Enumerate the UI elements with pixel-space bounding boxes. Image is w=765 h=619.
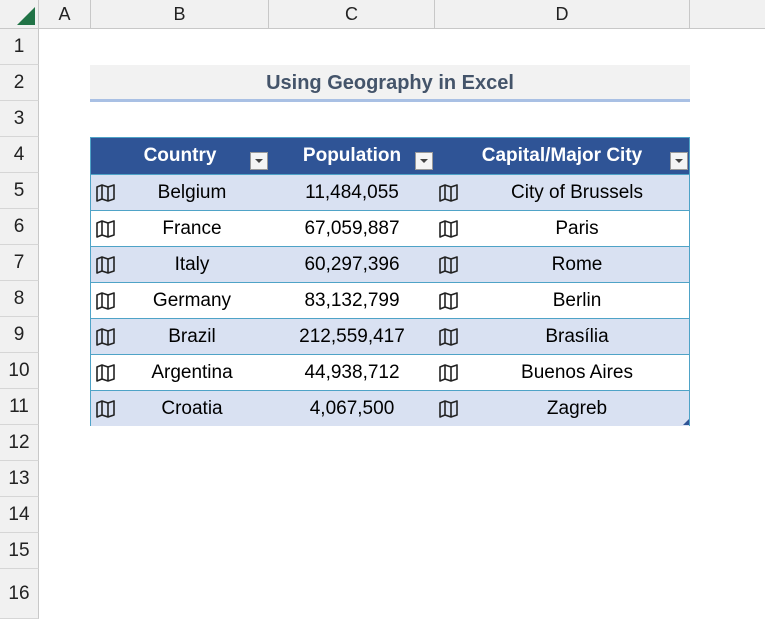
table-row: Italy 60,297,396 Rome [91, 246, 689, 282]
map-icon[interactable] [95, 256, 117, 274]
map-icon[interactable] [95, 364, 117, 382]
cell-population[interactable]: 44,938,712 [304, 361, 400, 383]
cell-country[interactable]: Germany [152, 289, 232, 311]
map-icon[interactable] [95, 184, 117, 202]
map-icon[interactable] [438, 364, 460, 382]
map-icon[interactable] [438, 328, 460, 346]
row-header-1[interactable]: 1 [0, 29, 39, 65]
map-icon[interactable] [438, 184, 460, 202]
map-icon[interactable] [95, 400, 117, 418]
cell-population[interactable]: 212,559,417 [299, 325, 405, 347]
title-underline [90, 99, 690, 102]
map-icon[interactable] [438, 256, 460, 274]
cell-capital[interactable]: Rome [551, 253, 603, 275]
table-row: Brazil 212,559,417 Brasília [91, 318, 689, 354]
sheet-title[interactable]: Using Geography in Excel [90, 65, 690, 101]
cell-population[interactable]: 60,297,396 [304, 253, 400, 275]
row-header-8[interactable]: 8 [0, 281, 39, 317]
row-header-9[interactable]: 9 [0, 317, 39, 353]
cell-country[interactable]: Croatia [161, 397, 223, 419]
cell-country[interactable]: France [162, 217, 222, 239]
geography-table: Country Population Capital/Major City Be… [90, 137, 690, 426]
select-all-corner[interactable] [0, 0, 39, 29]
table-row: France 67,059,887 Paris [91, 210, 689, 246]
row-header-6[interactable]: 6 [0, 209, 39, 245]
cell-capital[interactable]: Paris [555, 217, 599, 239]
table-row: Germany 83,132,799 Berlin [91, 282, 689, 318]
cell-capital[interactable]: Brasília [545, 325, 609, 347]
map-icon[interactable] [438, 292, 460, 310]
row-header-14[interactable]: 14 [0, 497, 39, 533]
map-icon[interactable] [95, 220, 117, 238]
table-header-row: Country Population Capital/Major City [91, 138, 689, 174]
cell-capital[interactable]: Zagreb [546, 397, 608, 419]
table-row: Argentina 44,938,712 Buenos Aires [91, 354, 689, 390]
column-header-b[interactable]: B [91, 0, 269, 29]
row-header-15[interactable]: 15 [0, 533, 39, 569]
row-header-16[interactable]: 16 [0, 569, 39, 619]
row-header-7[interactable]: 7 [0, 245, 39, 281]
cell-population[interactable]: 83,132,799 [304, 289, 400, 311]
row-header-2[interactable]: 2 [0, 65, 39, 101]
table-row: Belgium 11,484,055 City of Brussels [91, 174, 689, 210]
cell-capital[interactable]: Berlin [552, 289, 602, 311]
filter-dropdown-icon[interactable] [670, 152, 688, 170]
cell-capital[interactable]: Buenos Aires [521, 361, 633, 383]
column-header-d[interactable]: D [435, 0, 690, 29]
row-header-12[interactable]: 12 [0, 425, 39, 461]
cell-country[interactable]: Argentina [151, 361, 233, 383]
header-capital[interactable]: Capital/Major City [481, 145, 643, 166]
row-header-11[interactable]: 11 [0, 389, 39, 425]
row-header-3[interactable]: 3 [0, 101, 39, 137]
cell-country[interactable]: Belgium [157, 181, 227, 203]
cell-country[interactable]: Italy [174, 253, 210, 275]
row-header-5[interactable]: 5 [0, 173, 39, 209]
header-country[interactable]: Country [143, 145, 217, 166]
map-icon[interactable] [438, 220, 460, 238]
table-resize-handle[interactable] [683, 419, 689, 425]
filter-dropdown-icon[interactable] [415, 152, 433, 170]
cell-country[interactable]: Brazil [168, 325, 216, 347]
cell-capital[interactable]: City of Brussels [511, 181, 643, 203]
filter-dropdown-icon[interactable] [250, 152, 268, 170]
header-population[interactable]: Population [302, 145, 402, 166]
column-header-a[interactable]: A [39, 0, 91, 29]
map-icon[interactable] [95, 328, 117, 346]
cell-population[interactable]: 4,067,500 [309, 397, 395, 419]
cell-population[interactable]: 11,484,055 [305, 181, 399, 203]
column-header-c[interactable]: C [269, 0, 435, 29]
select-all-triangle-icon [17, 7, 35, 25]
column-header-e[interactable] [690, 0, 765, 29]
table-row: Croatia 4,067,500 Zagreb [91, 390, 689, 426]
map-icon[interactable] [95, 292, 117, 310]
cell-population[interactable]: 67,059,887 [304, 217, 400, 239]
row-header-10[interactable]: 10 [0, 353, 39, 389]
map-icon[interactable] [438, 400, 460, 418]
row-header-4[interactable]: 4 [0, 137, 39, 173]
row-header-13[interactable]: 13 [0, 461, 39, 497]
